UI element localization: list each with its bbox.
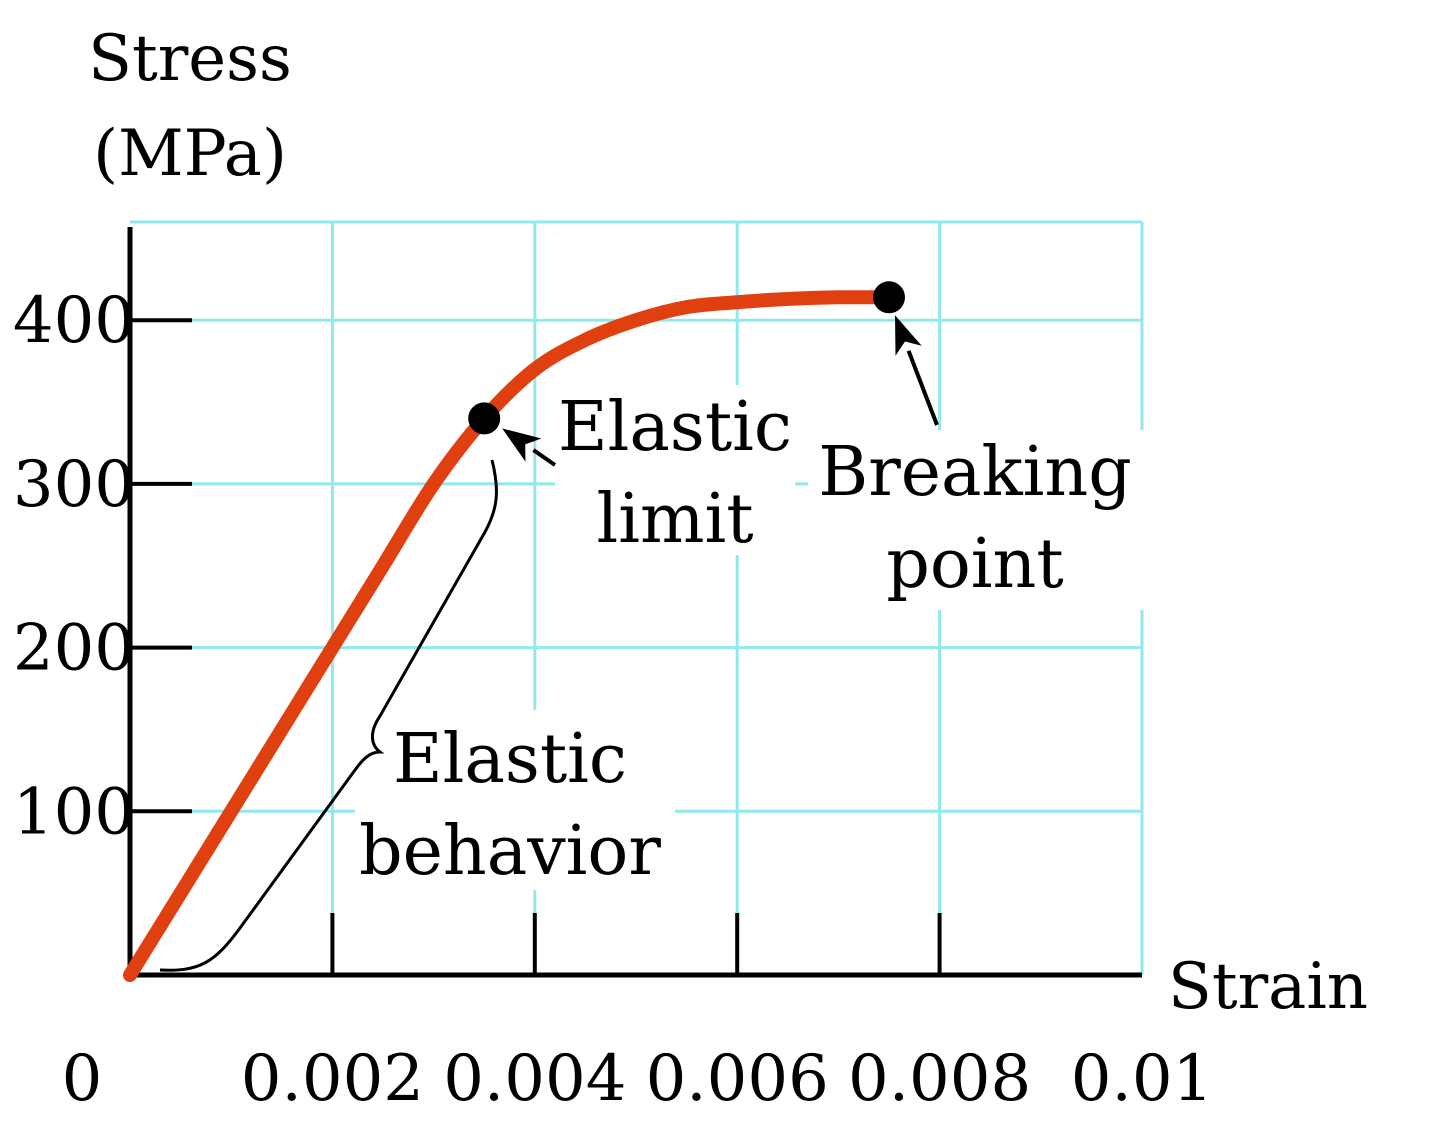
label-background-0	[555, 385, 795, 555]
y-tick-label-3: 400	[13, 284, 135, 358]
axes: 100 200 300 400 0 0.002 0.004 0.006 0.008 0.01	[13, 227, 1213, 1116]
elastic-limit-point	[468, 402, 501, 435]
x-tick-label-3: 0.006	[646, 1042, 829, 1116]
breaking-point-arrow	[895, 315, 939, 426]
x-tick-label-4: 0.008	[848, 1042, 1031, 1116]
elastic-behavior-label-line2: behavior	[359, 812, 661, 891]
x-tick-label-1: 0.002	[241, 1042, 424, 1116]
elastic-limit-arrow-shaft	[532, 448, 557, 467]
y-axis-title-line2: (MPa)	[93, 117, 287, 191]
label-backgrounds	[355, 385, 1144, 890]
x-axis-title: Strain	[1168, 950, 1368, 1024]
label-background-2	[355, 710, 675, 890]
stress-strain-curve	[123, 290, 896, 982]
elastic-behavior-label-line1: Elastic	[393, 720, 627, 799]
elastic-behavior-brace	[159, 459, 498, 972]
breaking-point-marker	[873, 281, 905, 314]
breaking-point-arrow-head	[895, 315, 922, 356]
elastic-limit-arrow	[502, 428, 557, 467]
annotation-marks	[159, 281, 939, 972]
y-tick-label-1: 200	[13, 612, 135, 686]
y-axis-title-line1: Stress	[88, 22, 292, 96]
elastic-limit-arrow-head	[502, 428, 542, 462]
x-tick-label-5: 0.01	[1071, 1042, 1214, 1116]
y-tick-label-2: 300	[13, 448, 135, 522]
breaking-point-label-line2: point	[886, 525, 1063, 604]
label-background-1	[808, 430, 1144, 610]
elastic-limit-label-line2: limit	[596, 480, 753, 559]
breaking-point-arrow-shaft	[906, 350, 939, 426]
y-tick-label-0: 100	[13, 775, 135, 849]
x-tick-label-2: 0.004	[443, 1042, 626, 1116]
elastic-limit-label-line1: Elastic	[558, 388, 792, 467]
breaking-point-label-line1: Breaking	[818, 433, 1132, 512]
x-tick-label-0: 0	[62, 1042, 103, 1116]
